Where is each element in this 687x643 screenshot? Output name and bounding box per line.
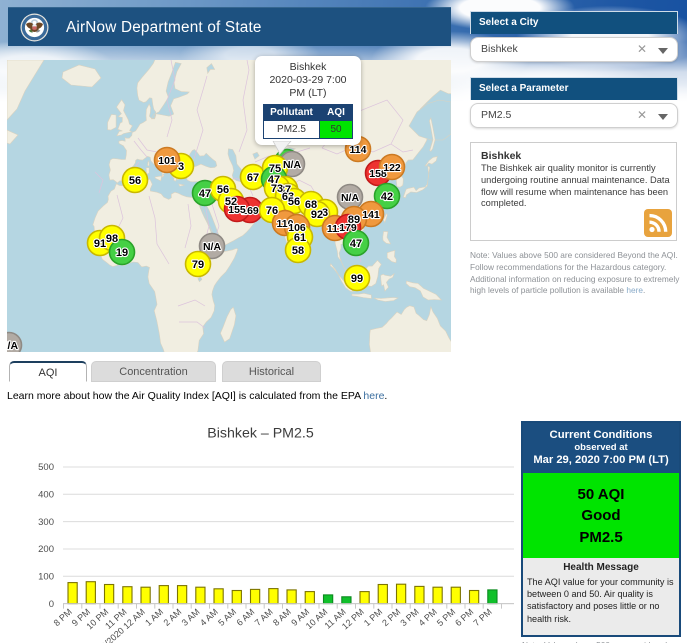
svg-text:4 AM: 4 AM — [198, 607, 220, 628]
svg-text:106: 106 — [288, 222, 306, 234]
svg-text:N/A: N/A — [341, 192, 360, 204]
svg-text:155: 155 — [228, 204, 246, 216]
svg-text:73: 73 — [271, 183, 283, 195]
svg-text:400: 400 — [38, 490, 54, 501]
svg-text:300: 300 — [38, 517, 54, 528]
svg-text:6 AM: 6 AM — [235, 607, 257, 628]
svg-text:5 PM: 5 PM — [435, 607, 457, 628]
svg-text:1 AM: 1 AM — [143, 607, 165, 628]
svg-text:N/A: N/A — [283, 159, 302, 171]
svg-text:110: 110 — [277, 218, 294, 230]
svg-text:92: 92 — [311, 209, 323, 221]
svg-text:Bishkek – PM2.5: Bishkek – PM2.5 — [207, 426, 314, 442]
svg-text:68: 68 — [305, 199, 317, 211]
svg-text:500: 500 — [38, 462, 54, 473]
svg-text:91: 91 — [94, 238, 106, 250]
svg-text:63: 63 — [282, 191, 294, 203]
svg-text:2 AM: 2 AM — [162, 607, 184, 628]
svg-text:52: 52 — [225, 196, 237, 208]
svg-text:8 AM: 8 AM — [271, 607, 293, 628]
svg-text:79: 79 — [192, 259, 204, 271]
svg-text:87: 87 — [279, 184, 291, 196]
svg-text:169: 169 — [241, 205, 259, 217]
svg-text:158: 158 — [369, 168, 387, 180]
svg-text:111: 111 — [327, 223, 344, 235]
svg-text:89: 89 — [348, 214, 360, 226]
svg-text:114: 114 — [350, 144, 367, 156]
svg-text:200: 200 — [38, 544, 54, 555]
svg-text:47: 47 — [268, 174, 280, 186]
svg-text:N/A: N/A — [203, 241, 222, 253]
svg-text:141: 141 — [362, 209, 380, 221]
svg-text:3 PM: 3 PM — [398, 607, 420, 628]
svg-text:4 PM: 4 PM — [417, 607, 439, 628]
svg-text:56: 56 — [217, 184, 229, 196]
svg-text:58: 58 — [292, 245, 304, 257]
svg-text:8 PM: 8 PM — [52, 607, 74, 628]
svg-text:0: 0 — [49, 599, 54, 610]
svg-text:47: 47 — [350, 238, 362, 250]
svg-text:1 PM: 1 PM — [362, 607, 384, 628]
svg-text:47: 47 — [199, 188, 211, 200]
svg-text:2 PM: 2 PM — [380, 607, 402, 628]
svg-text:42: 42 — [381, 191, 393, 203]
svg-text:101: 101 — [158, 155, 176, 167]
svg-text:19: 19 — [116, 247, 128, 259]
svg-text:99: 99 — [351, 273, 363, 285]
svg-text:5 AM: 5 AM — [216, 607, 238, 628]
svg-text:76: 76 — [266, 205, 278, 217]
svg-text:3: 3 — [178, 161, 184, 173]
svg-text:100: 100 — [38, 571, 54, 582]
svg-text:75: 75 — [269, 163, 281, 175]
svg-text:N/A: N/A — [7, 340, 18, 352]
svg-text:98: 98 — [106, 233, 118, 245]
svg-text:179: 179 — [339, 222, 357, 234]
svg-text:61: 61 — [294, 232, 306, 244]
svg-text:7 PM: 7 PM — [471, 607, 493, 628]
svg-text:3: 3 — [322, 207, 328, 219]
svg-text:67: 67 — [247, 172, 259, 184]
svg-text:6 PM: 6 PM — [453, 607, 475, 628]
svg-text:3 AM: 3 AM — [180, 607, 202, 628]
svg-text:122: 122 — [383, 162, 401, 174]
svg-text:7 AM: 7 AM — [253, 607, 275, 628]
svg-text:56: 56 — [129, 175, 141, 187]
svg-text:56: 56 — [288, 196, 300, 208]
